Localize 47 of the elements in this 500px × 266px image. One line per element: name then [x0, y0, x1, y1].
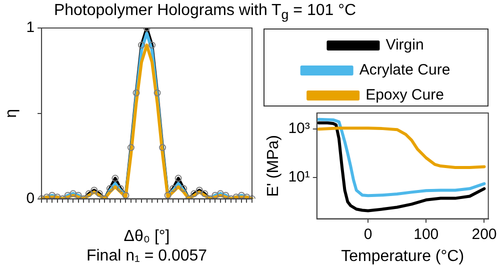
- x-axis-title: Δθ₀ [°]: [124, 228, 170, 245]
- point: [222, 192, 230, 199]
- point: [64, 192, 72, 199]
- point: [116, 185, 124, 192]
- point: [164, 192, 172, 199]
- y-axis-title: E' (MPa): [265, 135, 282, 197]
- y-tick-label: 1: [26, 19, 35, 36]
- point: [106, 185, 114, 192]
- point: [154, 89, 161, 96]
- point: [85, 190, 92, 198]
- x-tick-label: 200: [472, 226, 497, 243]
- x-tick-label: 100: [414, 226, 439, 243]
- point: [54, 194, 61, 199]
- legend-label: Virgin: [386, 36, 424, 54]
- point: [243, 194, 250, 199]
- legend-label: Acrylate Cure: [359, 62, 450, 79]
- point: [70, 190, 77, 198]
- point: [196, 186, 203, 194]
- point: [148, 42, 156, 49]
- y-tick-label: 10¹: [288, 168, 310, 186]
- point: [90, 186, 98, 194]
- point: [159, 144, 166, 152]
- point: [201, 190, 208, 198]
- point: [212, 192, 219, 199]
- point: [127, 144, 134, 152]
- point: [138, 42, 146, 49]
- point: [132, 89, 140, 96]
- y-axis-title: η: [3, 108, 20, 118]
- x-tick-label: 0: [364, 226, 372, 243]
- point: [74, 192, 82, 199]
- chart-title: Photopolymer Holograms with T$_{g}$ = 101 °C: [54, 2, 356, 22]
- x-axis-title: Temperature (°C): [341, 248, 464, 265]
- y-tick-label: 10³: [288, 120, 310, 138]
- point: [112, 174, 119, 182]
- legend-label: Epoxy Cure: [366, 86, 444, 104]
- point: [43, 194, 50, 199]
- point: [216, 190, 224, 198]
- point: [48, 192, 56, 199]
- point: [170, 185, 177, 192]
- point: [122, 192, 130, 199]
- point: [238, 192, 245, 199]
- point: [96, 190, 103, 198]
- point: [174, 174, 182, 182]
- text: Final n₁ = 0.0057: [86, 247, 208, 264]
- point: [232, 194, 240, 199]
- point: [180, 185, 188, 192]
- point: [190, 190, 198, 198]
